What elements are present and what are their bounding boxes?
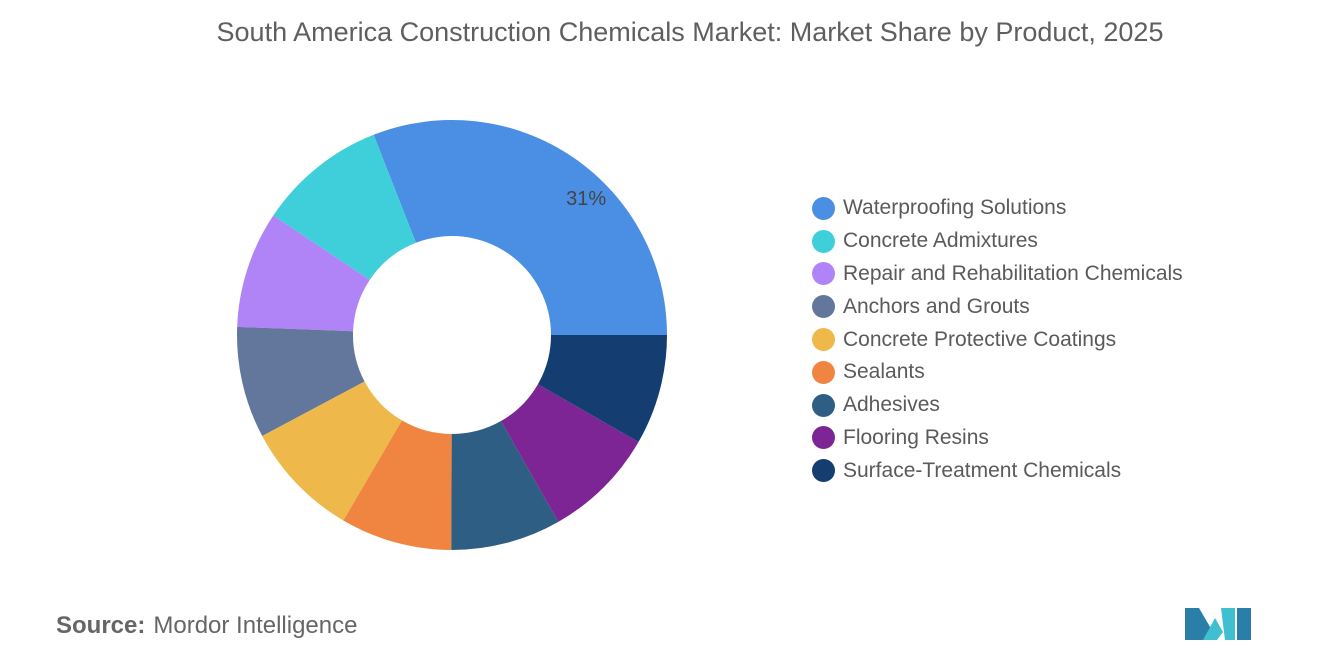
legend-item: Flooring Resins <box>812 422 1183 455</box>
legend-marker-icon <box>812 229 835 253</box>
legend-label: Sealants <box>843 360 925 384</box>
legend-marker-icon <box>812 328 835 352</box>
legend-label: Adhesives <box>843 393 940 417</box>
data-label: 31% <box>566 188 606 210</box>
chart-title: South America Construction Chemicals Mar… <box>216 17 1164 47</box>
slice-concrete-protective-coatings <box>262 381 402 521</box>
source: Source: Mordor Intelligence <box>56 612 357 640</box>
legend-item: Concrete Protective Coatings <box>812 323 1183 356</box>
legend-item: Surface-Treatment Chemicals <box>812 454 1183 487</box>
legend-marker-icon <box>812 262 835 286</box>
legend-marker-icon <box>812 393 835 417</box>
slice-sealants <box>343 420 452 550</box>
slice-anchors-and-grouts <box>237 326 365 437</box>
legend-marker-icon <box>812 459 835 483</box>
mordor-logo-icon <box>1185 608 1251 640</box>
legend-label: Concrete Admixtures <box>843 229 1038 253</box>
legend-label: Flooring Resins <box>843 425 989 449</box>
legend-label: Waterproofing Solutions <box>843 196 1067 220</box>
legend-item: Concrete Admixtures <box>812 225 1183 258</box>
legend-marker-icon <box>812 360 835 384</box>
legend-marker-icon <box>812 196 835 220</box>
source-label: Source: <box>56 612 146 639</box>
legend-item: Adhesives <box>812 389 1183 422</box>
legend-item: Anchors and Grouts <box>812 290 1183 323</box>
slice-repair-and-rehabilitation-chemicals <box>237 215 370 332</box>
legend-item: Waterproofing Solutions <box>812 192 1183 225</box>
source-value: Mordor Intelligence <box>153 612 358 639</box>
legend-label: Repair and Rehabilitation Chemicals <box>843 261 1183 285</box>
slice-surface-treatment-chemicals <box>537 335 667 442</box>
slice-adhesives <box>451 421 559 550</box>
legend-label: Anchors and Grouts <box>843 294 1030 318</box>
slice-concrete-admixtures <box>273 134 416 280</box>
legend-label: Surface-Treatment Chemicals <box>843 458 1122 482</box>
legend-item: Repair and Rehabilitation Chemicals <box>812 258 1183 291</box>
legend-item: Sealants <box>812 356 1183 389</box>
legend-marker-icon <box>812 426 835 450</box>
slice-waterproofing-solutions <box>373 119 667 335</box>
legend-label: Concrete Protective Coatings <box>843 327 1117 351</box>
legend: Waterproofing Solutions Concrete Admixtur… <box>812 192 1183 487</box>
legend-marker-icon <box>812 295 835 319</box>
slice-flooring-resins <box>500 384 639 522</box>
